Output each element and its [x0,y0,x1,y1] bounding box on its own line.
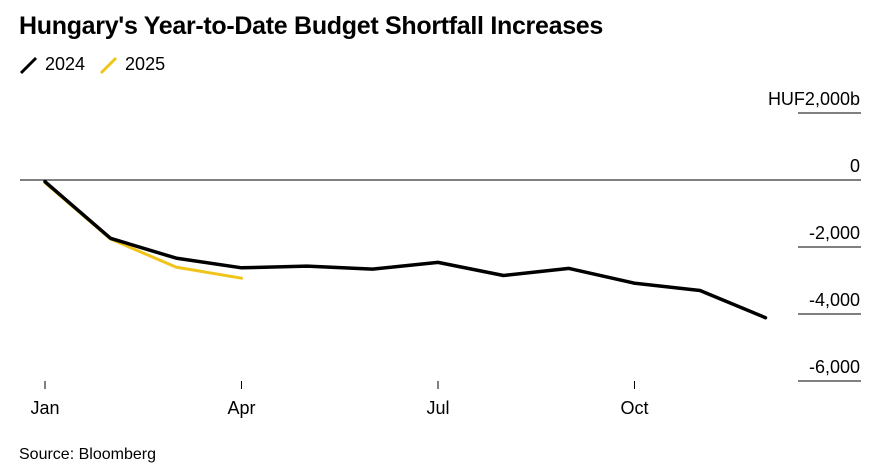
series-line-2024 [43,179,768,320]
x-tick-label: Apr [227,398,255,418]
legend-item-2025: 2025 [99,54,165,75]
source-note: Source: Bloomberg [19,446,156,463]
y-tick-label: 0 [850,156,860,176]
y-tick-label: HUF2,000b [768,89,860,109]
x-tick-label: Oct [620,398,648,418]
x-tick-label: Jan [30,398,59,418]
legend: 2024 2025 [19,54,179,75]
y-tick-label: -6,000 [809,357,860,377]
legend-swatch-2024 [19,56,38,74]
y-tick-label: -2,000 [809,223,860,243]
legend-swatch-2025 [99,56,118,74]
chart-title: Hungary's Year-to-Date Budget Shortfall … [19,12,604,40]
legend-label-2025: 2025 [125,54,166,74]
y-tick-label: -4,000 [809,290,860,310]
x-tick-label: Jul [426,398,449,418]
legend-label-2024: 2024 [45,54,86,74]
legend-item-2024: 2024 [19,54,85,75]
